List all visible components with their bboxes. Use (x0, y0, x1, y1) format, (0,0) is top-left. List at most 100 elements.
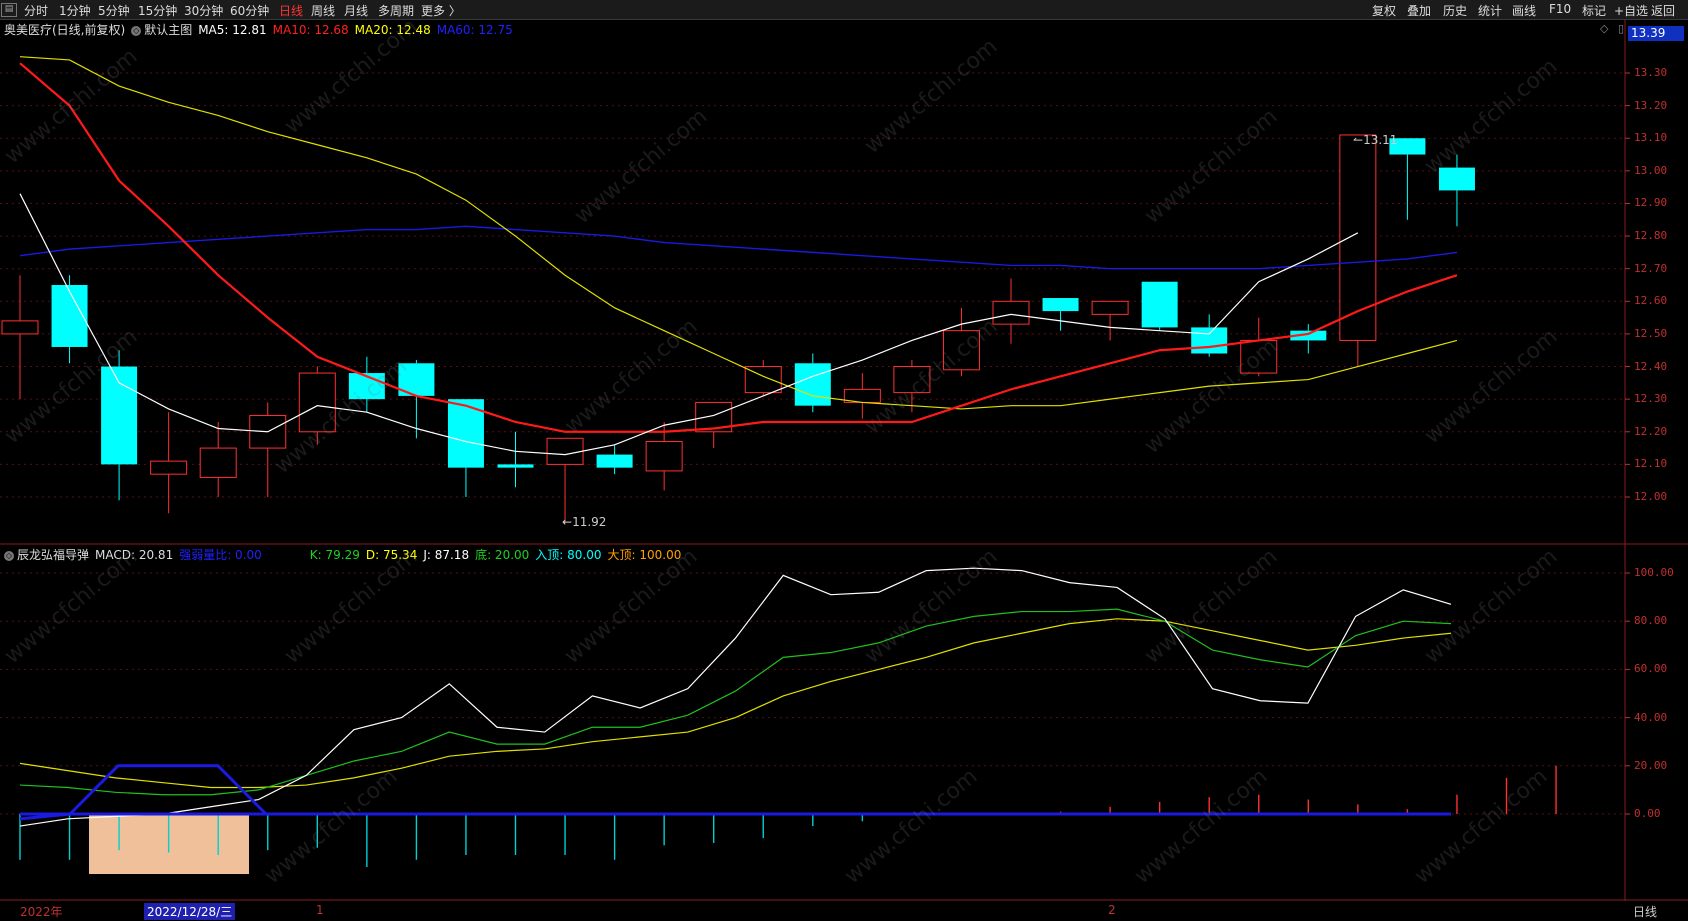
ma-label: MA10: 12.68 (272, 23, 349, 37)
indicator-name[interactable]: 辰龙弘福导弹 (17, 548, 90, 562)
price-tick-label: 12.20 (1634, 424, 1668, 438)
price-tick-label: 12.70 (1634, 261, 1668, 275)
price-tick-label: 13.00 (1634, 163, 1668, 177)
main-chart-info: 奥美医疗(日线,前复权) ◇ 默认主图 MA5: 12.81 MA10: 12.68 MA… (4, 21, 519, 38)
toolbar-item[interactable]: 60分钟 (230, 4, 270, 18)
candle-body (645, 441, 683, 472)
toolbar-item[interactable]: 标记 (1582, 4, 1607, 18)
price-tick-label: 13.20 (1634, 98, 1668, 112)
candle-body (893, 366, 931, 394)
candle-body (199, 447, 237, 478)
price-tick-label: 13.30 (1634, 66, 1668, 79)
candle-body (150, 460, 188, 475)
indicator-label: 大顶: 100.00 (607, 548, 682, 562)
candle-body (744, 366, 782, 394)
sub-tick-label: 100.00 (1634, 566, 1674, 579)
indicator-label: D: 75.34 (365, 548, 418, 562)
diamond-icon[interactable]: ◇ (1600, 22, 1609, 35)
indicator-label: 强弱量比: 0.00 (179, 548, 262, 562)
candle-body (942, 330, 980, 371)
candle-body (546, 437, 584, 465)
toolbar-item[interactable]: 分时 (24, 4, 49, 18)
window-icon[interactable]: ▯ (1618, 22, 1625, 35)
ma10-line (19, 62, 1458, 433)
low-annotation: ←11.92 (562, 515, 607, 529)
toolbar-item[interactable]: 15分钟 (138, 4, 178, 18)
price-tick-label: 12.80 (1634, 229, 1668, 243)
candle-body (1339, 134, 1377, 341)
candle-body (51, 285, 88, 347)
chart-canvas[interactable] (0, 20, 1688, 901)
menu-icon[interactable]: ▤ (1, 3, 17, 17)
toolbar-item[interactable]: 30分钟 (184, 4, 224, 18)
candle-body (497, 464, 534, 468)
toolbar-item[interactable]: 月线 (344, 4, 369, 18)
candle-body (1240, 339, 1278, 374)
indicator-options-icon[interactable]: ◇ (4, 550, 14, 561)
price-tick-label: 12.40 (1634, 359, 1668, 373)
date-month-1: 1 (316, 903, 324, 917)
price-tick-label: 12.90 (1634, 196, 1668, 210)
low-value: 11.92 (572, 515, 607, 529)
toolbar: ▤ 分时 1分钟 5分钟 15分钟 30分钟 60分钟 日线 周线 月线 多周期 更多 〉 复权 叠加… (0, 0, 1688, 20)
toolbar-item[interactable]: 更多 〉 (421, 4, 461, 18)
date-month-2: 2 (1108, 903, 1116, 917)
toolbar-item[interactable]: 5分钟 (98, 4, 130, 18)
ma-label: MA5: 12.81 (198, 23, 267, 37)
toolbar-item[interactable]: 历史 (1443, 4, 1468, 18)
ma-label: MA60: 12.75 (436, 23, 513, 37)
candle-body (1042, 298, 1079, 312)
toolbar-item[interactable]: 叠加 (1407, 4, 1432, 18)
sub-tick-label: 40.00 (1634, 710, 1668, 724)
price-tick-label: 13.10 (1634, 131, 1668, 145)
current-price-tag: 13.39 (1628, 26, 1684, 41)
ma5-line (19, 193, 1359, 456)
candle-body (1191, 327, 1228, 354)
toolbar-item[interactable]: +自选 (1614, 4, 1649, 18)
ma-label: MA20: 12.48 (354, 23, 431, 37)
price-tick-label: 12.10 (1634, 457, 1668, 471)
indicator-label: 底: 20.00 (475, 548, 530, 562)
d-line (19, 618, 1452, 789)
toolbar-item[interactable]: 画线 (1512, 4, 1537, 18)
sub-tick-label: 0.00 (1634, 807, 1661, 820)
candle-body (596, 454, 633, 468)
toolbar-item[interactable]: F10 (1549, 2, 1572, 16)
candle-body (992, 300, 1030, 325)
sub-chart-info: ◇ 辰龙弘福导弹 MACD: 20.81 强弱量比: 0.00 K: 79.29 D: 7… (4, 546, 687, 563)
toolbar-item[interactable]: 复权 (1372, 4, 1397, 18)
period-label[interactable]: 日线 (1633, 905, 1658, 919)
j-line (19, 567, 1452, 827)
high-value: 13.11 (1363, 133, 1398, 147)
candle-body (1, 320, 39, 335)
indicator-label: MACD: 20.81 (95, 548, 174, 562)
sub-tick-label: 80.00 (1634, 614, 1668, 628)
ma20-line (19, 56, 1458, 410)
candle-body (298, 372, 336, 433)
selected-date: 2022/12/28/三 (144, 903, 236, 920)
sub-tick-label: 60.00 (1634, 662, 1668, 676)
toolbar-item[interactable]: 统计 (1478, 4, 1503, 18)
toolbar-item[interactable]: 1分钟 (59, 4, 91, 18)
price-tick-label: 12.30 (1634, 392, 1668, 406)
toolbar-item[interactable]: 返回 (1651, 4, 1676, 18)
ma60-line (19, 225, 1458, 270)
chart-options-icon[interactable]: ◇ (131, 25, 142, 36)
toolbar-item[interactable]: 周线 (311, 4, 336, 18)
stock-title: 奥美医疗(日线,前复权) (4, 23, 126, 37)
blue-signal-line (19, 764, 268, 821)
candle-body (1389, 138, 1426, 155)
chart-name[interactable]: 默认主图 (144, 23, 193, 37)
candle-body (1141, 281, 1178, 328)
indicator-label: K: 79.29 (309, 548, 360, 562)
high-annotation: ↼13.11 (1353, 133, 1398, 147)
candle-body (1290, 330, 1327, 341)
toolbar-item[interactable]: 多周期 (378, 4, 415, 18)
candle-body (794, 363, 831, 406)
k-line (19, 608, 1452, 796)
price-tick-label: 12.50 (1634, 326, 1668, 340)
price-tick-label: 12.60 (1634, 294, 1668, 308)
price-tick-label: 12.00 (1634, 490, 1668, 503)
candle-body (101, 366, 138, 465)
toolbar-item[interactable]: 日线 (279, 4, 304, 18)
